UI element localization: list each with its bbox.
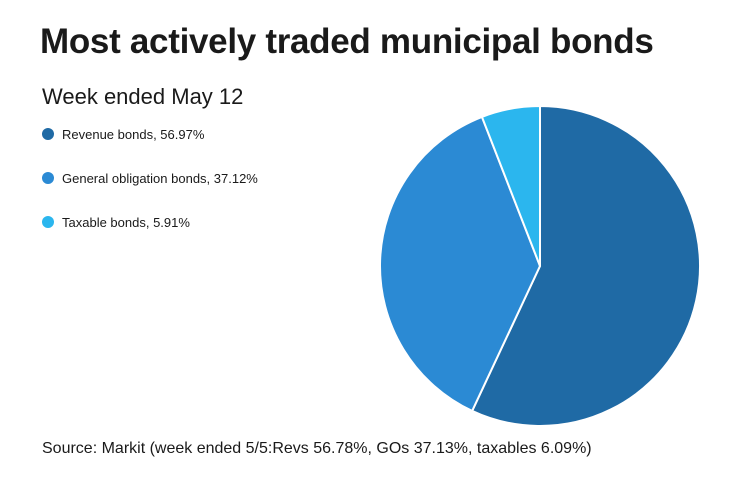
pie-slice-taxable	[480, 104, 541, 267]
pie-slice-general-obligation	[379, 115, 542, 413]
legend: Revenue bonds, 56.97% General obligation…	[42, 126, 258, 258]
pie-chart	[379, 104, 701, 427]
chart-subtitle: Week ended May 12	[42, 84, 244, 109]
legend-label-taxable: Taxable bonds, 5.91%	[62, 214, 190, 230]
legend-item-general-obligation: General obligation bonds, 37.12%	[42, 170, 258, 186]
pie-slices	[379, 104, 701, 427]
legend-swatch-taxable	[42, 216, 54, 228]
source-note: Source: Markit (week ended 5/5:Revs 56.7…	[42, 440, 592, 457]
legend-item-taxable: Taxable bonds, 5.91%	[42, 214, 258, 230]
chart-title: Most actively traded municipal bonds	[40, 22, 654, 61]
legend-label-revenue: Revenue bonds, 56.97%	[62, 126, 205, 142]
legend-item-revenue: Revenue bonds, 56.97%	[42, 126, 258, 142]
legend-swatch-general-obligation	[42, 172, 54, 184]
legend-label-general-obligation: General obligation bonds, 37.12%	[62, 170, 258, 186]
legend-swatch-revenue	[42, 128, 54, 140]
pie-slice-revenue	[470, 104, 701, 427]
